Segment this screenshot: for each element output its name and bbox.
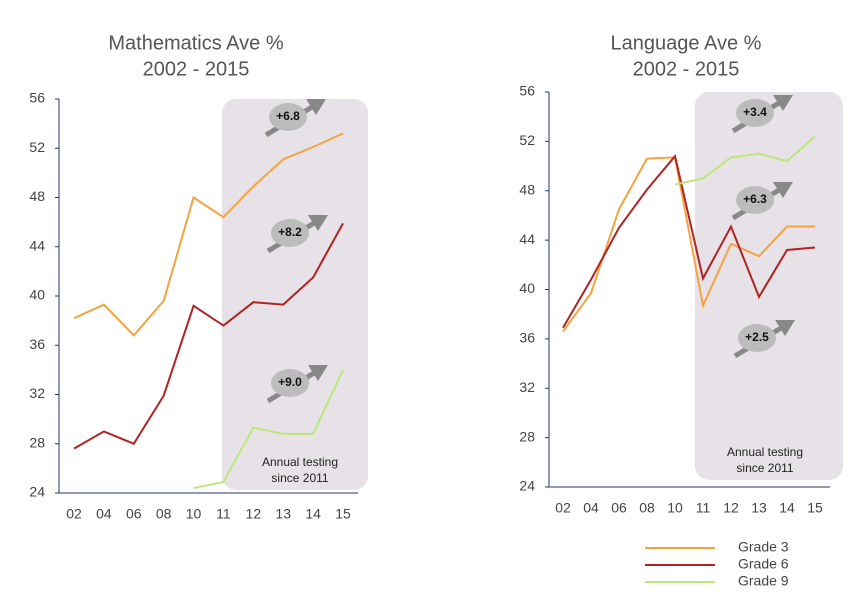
y-tick-label: 32 bbox=[519, 379, 535, 395]
y-tick-label: 36 bbox=[29, 336, 45, 352]
annotation-arrowhead bbox=[773, 95, 793, 111]
chart-subtitle: 2002 - 2015 bbox=[143, 58, 250, 80]
series-line bbox=[193, 369, 344, 490]
x-tick-label: 12 bbox=[246, 506, 262, 522]
x-tick-label: 04 bbox=[583, 500, 599, 516]
y-tick-label: 28 bbox=[29, 434, 45, 450]
annotation-bubble bbox=[269, 103, 307, 131]
annotation-bubble bbox=[271, 369, 309, 397]
x-tick-label: 02 bbox=[66, 506, 82, 522]
chart-subtitle: 2002 - 2015 bbox=[633, 58, 740, 80]
annotation-arrowhead bbox=[775, 320, 795, 336]
shaded-region bbox=[695, 92, 843, 480]
legend-label: Grade 3 bbox=[738, 539, 789, 555]
y-tick-label: 52 bbox=[29, 139, 45, 155]
annotation-arrowhead bbox=[773, 182, 793, 198]
annotation-bubble bbox=[738, 324, 776, 352]
y-tick-label: 48 bbox=[29, 188, 45, 204]
series-line bbox=[562, 156, 815, 333]
y-tick-label: 24 bbox=[519, 478, 535, 494]
x-tick-label: 02 bbox=[555, 500, 571, 516]
y-tick-label: 56 bbox=[29, 90, 45, 106]
series-line bbox=[73, 132, 344, 337]
x-tick-label: 11 bbox=[216, 506, 231, 522]
x-tick-label: 12 bbox=[723, 500, 739, 516]
x-tick-label: 08 bbox=[156, 506, 172, 522]
x-tick-label: 14 bbox=[305, 506, 321, 522]
x-tick-label: 11 bbox=[696, 500, 711, 516]
y-tick-label: 28 bbox=[519, 428, 535, 444]
x-tick-label: 15 bbox=[807, 500, 823, 516]
annotation-bubble bbox=[271, 219, 309, 247]
series-line bbox=[562, 154, 816, 329]
annotation-bubble bbox=[736, 99, 774, 127]
series-line bbox=[73, 222, 344, 450]
shade-note: since 2011 bbox=[736, 461, 793, 475]
annotation-arrowhead bbox=[308, 365, 328, 381]
annotation: +3.4 bbox=[743, 105, 767, 119]
annotation: +6.8 bbox=[276, 109, 300, 123]
y-tick-label: 44 bbox=[29, 237, 45, 253]
x-tick-label: 04 bbox=[96, 506, 112, 522]
annotation: +8.2 bbox=[278, 225, 302, 239]
x-tick-label: 06 bbox=[611, 500, 627, 516]
y-tick-label: 40 bbox=[29, 287, 45, 303]
annotation: +6.3 bbox=[743, 192, 767, 206]
y-tick-label: 40 bbox=[519, 280, 535, 296]
x-tick-label: 08 bbox=[639, 500, 655, 516]
x-tick-label: 10 bbox=[667, 500, 683, 516]
x-tick-label: 15 bbox=[335, 506, 351, 522]
y-tick-label: 56 bbox=[519, 83, 535, 99]
x-tick-label: 06 bbox=[126, 506, 142, 522]
x-tick-label: 13 bbox=[751, 500, 767, 516]
shade-note: Annual testing bbox=[262, 455, 338, 469]
y-tick-label: 24 bbox=[29, 484, 45, 500]
y-tick-label: 52 bbox=[519, 132, 535, 148]
y-tick-label: 44 bbox=[519, 231, 535, 247]
annotation-bubble bbox=[736, 186, 774, 214]
chart-title: Mathematics Ave % bbox=[108, 32, 283, 54]
legend-label: Grade 6 bbox=[738, 556, 789, 572]
y-tick-label: 48 bbox=[519, 181, 535, 197]
chart-title: Language Ave % bbox=[611, 32, 762, 54]
annotation: +2.5 bbox=[745, 330, 769, 344]
series-line bbox=[674, 135, 816, 186]
annotation: +9.0 bbox=[278, 375, 302, 389]
y-tick-label: 32 bbox=[29, 385, 45, 401]
annotation-arrowhead bbox=[306, 99, 326, 115]
shade-note: since 2011 bbox=[271, 471, 328, 485]
legend-label: Grade 9 bbox=[738, 573, 789, 589]
x-tick-label: 14 bbox=[779, 500, 795, 516]
shade-note: Annual testing bbox=[727, 445, 803, 459]
x-tick-label: 13 bbox=[275, 506, 291, 522]
x-tick-label: 10 bbox=[186, 506, 202, 522]
annotation-arrowhead bbox=[308, 215, 328, 231]
y-tick-label: 36 bbox=[519, 330, 535, 346]
